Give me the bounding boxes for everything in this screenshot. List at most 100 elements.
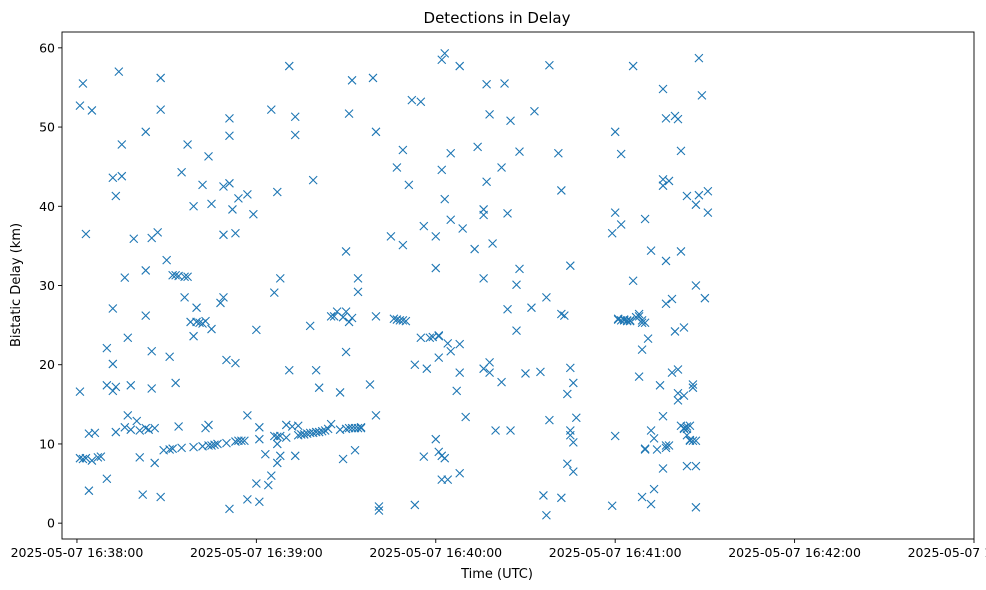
- data-point: [102, 474, 112, 484]
- data-point: [691, 502, 701, 512]
- data-point: [189, 442, 198, 452]
- data-point: [646, 426, 656, 435]
- data-point: [446, 215, 456, 225]
- data-point: [703, 186, 713, 196]
- data-point: [180, 292, 189, 302]
- data-point: [317, 426, 327, 436]
- data-point: [144, 425, 154, 435]
- data-point: [81, 453, 91, 463]
- data-point: [568, 467, 578, 477]
- data-point: [628, 61, 638, 71]
- data-point: [625, 315, 635, 325]
- data-point: [545, 60, 554, 70]
- x-tick-label: 2025-05-07 16:43:00: [908, 545, 986, 560]
- data-point: [497, 377, 506, 387]
- data-point: [485, 357, 494, 367]
- data-point: [326, 312, 336, 321]
- data-point: [658, 464, 668, 473]
- data-point: [275, 451, 285, 461]
- data-point: [141, 266, 151, 275]
- data-point: [96, 452, 106, 462]
- data-point: [670, 327, 680, 336]
- data-point: [120, 422, 130, 432]
- data-point: [434, 331, 444, 340]
- x-axis: 2025-05-07 16:38:00 2025-05-07 16:39:00 20…: [11, 539, 986, 560]
- data-point: [440, 453, 450, 463]
- data-point: [243, 411, 252, 420]
- data-point: [634, 309, 644, 319]
- data-point: [323, 424, 333, 434]
- data-point: [676, 247, 686, 256]
- data-point: [691, 461, 701, 471]
- data-point: [204, 151, 213, 161]
- data-point: [506, 116, 515, 126]
- data-point: [571, 413, 581, 423]
- y-axis-title: Bistatic Delay (km): [9, 223, 24, 347]
- data-point: [293, 421, 303, 431]
- data-point: [365, 380, 375, 389]
- data-point: [81, 229, 91, 239]
- data-point: [485, 109, 494, 119]
- data-point: [108, 359, 118, 369]
- data-point: [260, 449, 270, 459]
- data-point: [344, 109, 354, 118]
- data-point: [347, 313, 357, 323]
- data-point: [556, 493, 566, 503]
- data-point: [290, 112, 300, 122]
- data-point: [123, 411, 133, 420]
- data-point: [311, 365, 321, 375]
- data-point: [189, 201, 198, 211]
- data-point: [237, 436, 246, 446]
- data-point: [254, 422, 264, 432]
- data-point: [272, 432, 282, 442]
- data-point: [446, 148, 456, 158]
- data-point: [536, 367, 545, 377]
- data-point: [314, 427, 324, 437]
- data-point: [539, 491, 548, 500]
- data-point: [290, 130, 300, 140]
- x-tick-label: 2025-05-07 16:40:00: [369, 545, 502, 560]
- data-point: [673, 365, 683, 374]
- data-point: [565, 363, 575, 373]
- data-point: [243, 190, 252, 199]
- data-point: [434, 331, 444, 341]
- data-point: [150, 423, 160, 433]
- data-point: [503, 209, 512, 218]
- data-point: [93, 453, 103, 462]
- data-point: [443, 338, 453, 348]
- x-axis-title: Time (UTC): [460, 567, 533, 582]
- y-axis: 0 10 20 30 40 50 60: [39, 40, 62, 531]
- data-point: [305, 321, 315, 331]
- data-point: [479, 205, 489, 214]
- data-point: [269, 288, 279, 298]
- data-point: [658, 174, 668, 184]
- data-point: [479, 273, 489, 283]
- data-point: [506, 426, 515, 435]
- data-point: [329, 312, 339, 321]
- y-tick-label: 40: [39, 199, 55, 214]
- data-point: [688, 436, 698, 446]
- y-tick-label: 50: [39, 120, 55, 135]
- data-point: [437, 55, 447, 65]
- data-point: [503, 304, 512, 314]
- data-point: [75, 387, 85, 397]
- data-point: [673, 395, 683, 405]
- data-point: [171, 378, 181, 388]
- data-point: [401, 316, 411, 326]
- data-point: [251, 479, 261, 488]
- data-point: [455, 61, 465, 71]
- data-point: [482, 177, 491, 187]
- data-point: [111, 427, 121, 437]
- data-point: [640, 214, 650, 224]
- data-point: [117, 171, 127, 181]
- y-tick-label: 60: [39, 40, 55, 55]
- data-point: [102, 343, 112, 353]
- x-tick-label: 2025-05-07 16:39:00: [190, 545, 323, 560]
- data-point: [473, 142, 483, 152]
- data-point: [201, 316, 210, 326]
- data-point: [461, 412, 471, 422]
- x-tick-label: 2025-05-07 16:41:00: [549, 545, 682, 560]
- data-point: [183, 272, 192, 282]
- data-point: [168, 444, 178, 454]
- data-point: [338, 454, 348, 464]
